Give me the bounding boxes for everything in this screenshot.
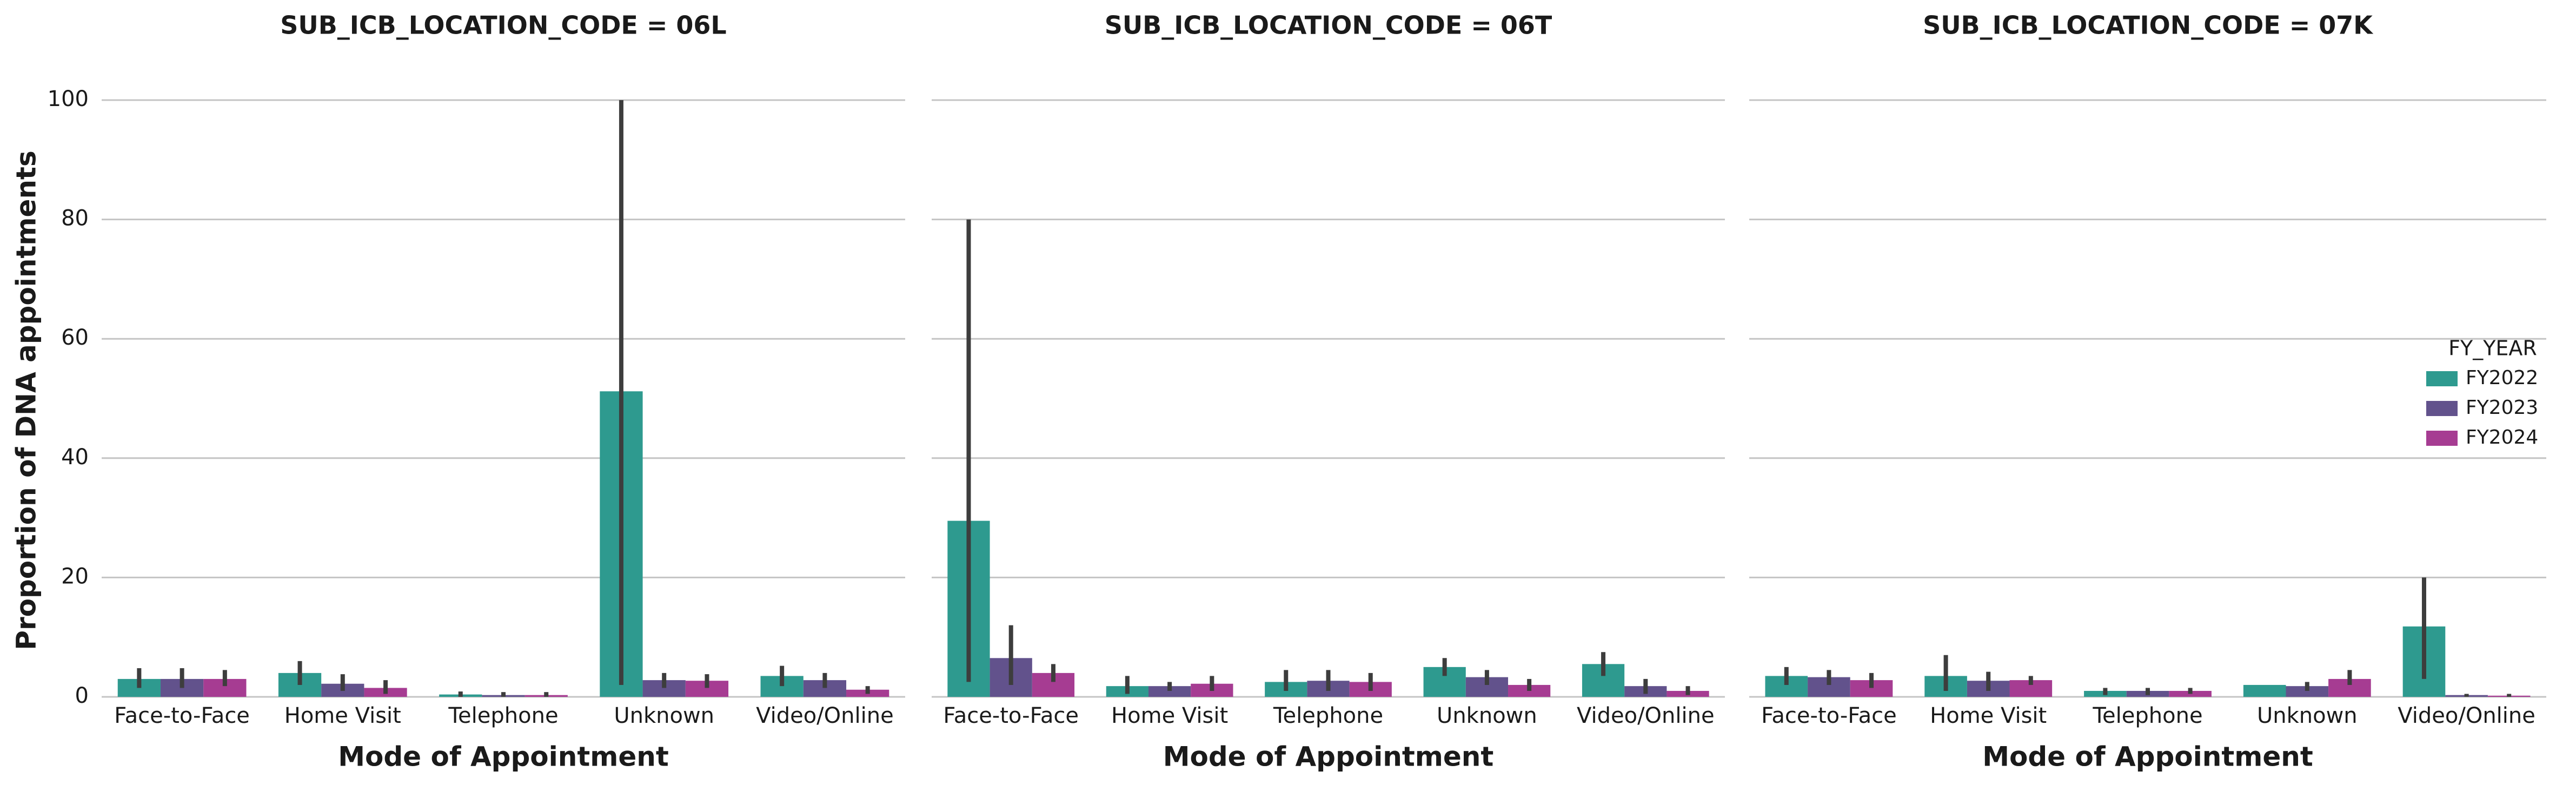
x-tick-label: Home Visit [1930,703,2047,728]
panel-title: SUB_ICB_LOCATION_CODE = 06T [1105,11,1552,40]
x-tick-label: Home Visit [284,703,401,728]
y-tick-label: 40 [61,445,89,470]
x-tick-label: Video/Online [1577,703,1715,728]
y-tick-label: 20 [61,564,89,589]
x-tick-label: Telephone [448,703,558,728]
legend-label: FY2023 [2466,397,2538,419]
x-tick-label: Unknown [614,703,714,728]
x-axis-label: Mode of Appointment [1163,741,1494,773]
x-tick-label: Video/Online [2398,703,2535,728]
legend-label: FY2022 [2466,367,2538,389]
x-axis-label: Mode of Appointment [1982,741,2313,773]
y-axis-label: Proportion of DNA appointments [11,150,42,650]
x-tick-label: Home Visit [1111,703,1228,728]
legend-title: FY_YEAR [2448,337,2537,360]
legend-swatch [2426,401,2458,416]
x-tick-label: Telephone [2092,703,2202,728]
x-tick-label: Telephone [1273,703,1383,728]
y-tick-label: 80 [61,206,89,231]
x-tick-label: Unknown [2257,703,2358,728]
bar [2286,686,2329,697]
x-tick-label: Face-to-Face [114,703,250,728]
y-tick-label: 0 [75,683,89,708]
y-tick-label: 60 [61,325,89,350]
x-axis-label: Mode of Appointment [338,741,669,773]
panel-title: SUB_ICB_LOCATION_CODE = 06L [280,11,727,40]
panel-title: SUB_ICB_LOCATION_CODE = 07K [1923,11,2374,40]
legend-swatch [2426,431,2458,446]
x-tick-label: Video/Online [756,703,894,728]
bar [2243,684,2286,697]
x-tick-label: Unknown [1437,703,1537,728]
x-tick-label: Face-to-Face [1761,703,1897,728]
legend-swatch [2426,371,2458,386]
y-tick-label: 100 [48,87,89,111]
x-tick-label: Face-to-Face [943,703,1079,728]
bar [1148,686,1191,697]
legend-label: FY2024 [2466,426,2538,449]
